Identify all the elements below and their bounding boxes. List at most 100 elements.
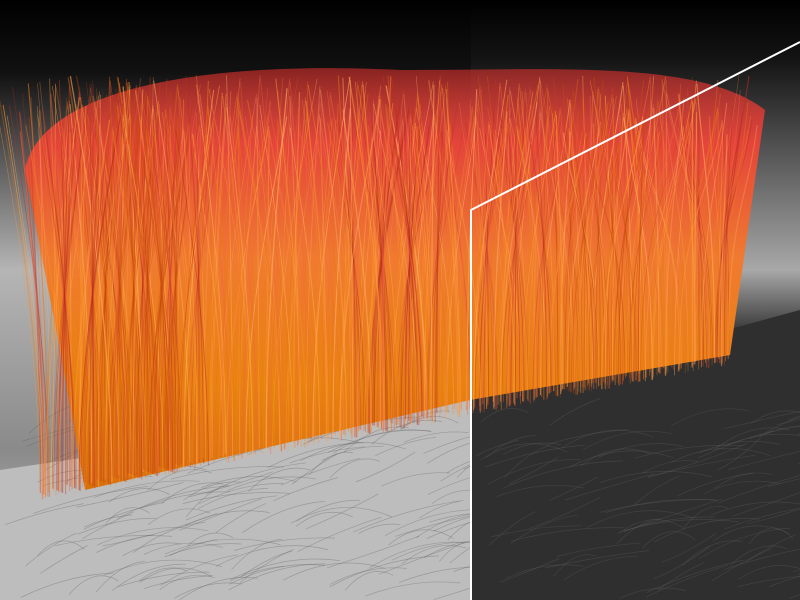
hair-strand (450, 127, 469, 415)
floor-strand (215, 503, 267, 534)
hair-strand (314, 119, 337, 443)
hair-strand (495, 83, 525, 401)
floor-strand (117, 571, 210, 588)
floor-strand (122, 542, 181, 557)
hair-strand (141, 83, 161, 480)
hair-strand (311, 131, 339, 441)
hair-strand (50, 93, 73, 490)
hair-strand (58, 112, 82, 494)
floor-strand (300, 442, 406, 462)
floor-strand (698, 430, 774, 459)
floor-strand (746, 533, 797, 562)
floor-strand (587, 510, 695, 528)
hair-strand (19, 131, 46, 498)
hair-strand (238, 111, 281, 445)
hair-strand (445, 88, 460, 415)
floor-strand (400, 410, 451, 430)
hair-strand (497, 91, 534, 405)
hair-strand (341, 82, 367, 435)
hair-strand (500, 83, 520, 410)
floor-strand (582, 430, 673, 451)
hair-strand (482, 82, 501, 405)
hair-strand (410, 126, 419, 421)
hair-strand (539, 112, 575, 390)
hair-strand (439, 100, 478, 419)
floor-strand (102, 513, 218, 547)
hair-strand (376, 78, 393, 428)
hair-strand (388, 100, 420, 426)
hair-strand (174, 117, 178, 474)
hair-strand (38, 127, 77, 489)
floor-strand (240, 550, 293, 578)
hair-strand (69, 75, 113, 483)
floor-strand (724, 540, 800, 570)
hair-strand (209, 92, 223, 462)
hair-strand (627, 114, 665, 369)
hair-strand (453, 85, 481, 410)
floor-strand (728, 444, 800, 470)
hair-strand (648, 80, 652, 377)
floor-strand (198, 483, 284, 505)
floor-strand (433, 509, 471, 532)
hair-strand (480, 89, 496, 407)
hair-strand (705, 130, 749, 363)
hair-strand (195, 75, 225, 455)
hair-strand (529, 89, 548, 396)
floor-strand (654, 518, 760, 543)
floor-strand (401, 545, 467, 565)
hair-strand (362, 119, 392, 423)
hair-strand (679, 109, 709, 361)
hair-strand (525, 106, 552, 393)
floor-strand (616, 518, 661, 545)
floor-strand (600, 499, 717, 513)
floor-strand (229, 565, 285, 582)
hair-strand (265, 88, 288, 452)
hair-strand (183, 131, 198, 466)
hair-strand (77, 123, 101, 488)
floor-strand (724, 502, 800, 530)
floor-strand (510, 514, 578, 544)
hair-strand (573, 92, 610, 380)
hair-strand (318, 114, 358, 438)
floor-strand (453, 547, 471, 572)
hair-strand (672, 83, 682, 370)
hair-strand (477, 75, 501, 405)
hair-strand (149, 91, 188, 473)
hair-strand (547, 92, 585, 388)
floor-strand (619, 587, 687, 599)
floor-strand (267, 442, 364, 468)
hair-strand (509, 105, 532, 407)
floor-strand (242, 501, 325, 534)
floor-strand (93, 480, 200, 499)
hair-strand (583, 130, 626, 377)
hair-strand (99, 130, 109, 485)
floor-strand (84, 514, 132, 528)
hair-strand (640, 108, 685, 373)
hair-strand (358, 125, 369, 432)
hair-strand (179, 89, 211, 466)
hair-strand (59, 79, 68, 485)
hair-strand (662, 82, 706, 364)
hair-strand (337, 94, 369, 433)
hair-strand (111, 85, 137, 477)
floor-strand (371, 419, 442, 445)
floor-strand (143, 575, 213, 589)
floor-strand (737, 574, 800, 588)
hair-strand (246, 99, 293, 442)
hair-strand (592, 123, 607, 390)
hair-strand (539, 81, 555, 392)
hair-strand (717, 111, 720, 359)
hair-strand (592, 105, 601, 386)
hair-strand (319, 89, 348, 433)
hair-strand (434, 99, 472, 407)
floor-strand (108, 488, 171, 503)
hair-strand (129, 92, 136, 477)
hair-strand (259, 119, 283, 452)
hair-strand (104, 94, 107, 484)
floor-strand (556, 542, 641, 557)
hair-strand (245, 116, 288, 453)
hair-strand (359, 130, 381, 429)
floor-strand (399, 566, 471, 583)
hair-strand (410, 117, 449, 414)
hair-strand (263, 77, 284, 455)
